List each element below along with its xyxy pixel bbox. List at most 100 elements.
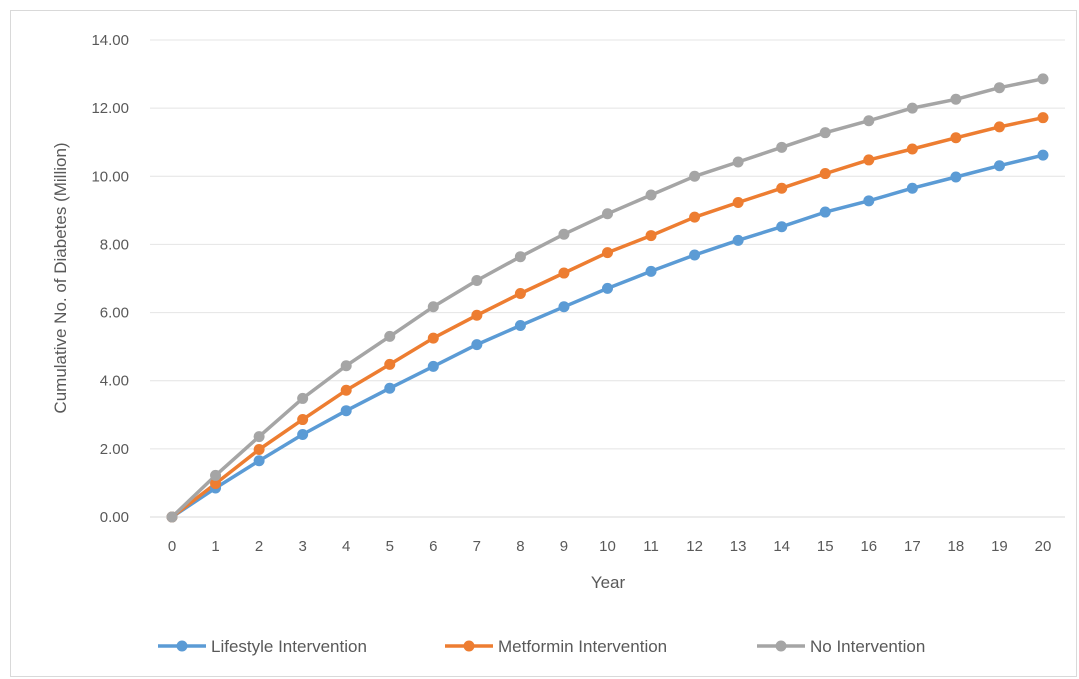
legend-label-no-intervention: No Intervention	[810, 637, 925, 656]
data-point-lifestyle-intervention	[819, 206, 831, 218]
x-tick-label: 20	[1035, 538, 1052, 555]
data-point-metformin-intervention	[253, 444, 265, 456]
data-point-metformin-intervention	[558, 267, 570, 279]
data-point-metformin-intervention	[819, 168, 831, 180]
data-point-metformin-intervention	[297, 414, 309, 426]
y-tick-labels: 0.00 2.00 4.00 6.00 8.00 10.00 12.00 14.00	[91, 32, 129, 526]
data-point-lifestyle-intervention	[776, 221, 788, 233]
data-point-lifestyle-intervention	[689, 249, 701, 261]
data-point-no-intervention	[558, 228, 570, 240]
x-tick-label: 8	[516, 538, 524, 555]
x-tick-label: 1	[211, 538, 219, 555]
data-point-lifestyle-intervention	[602, 282, 613, 294]
data-point-no-intervention	[863, 115, 875, 127]
data-point-metformin-intervention	[645, 230, 657, 242]
data-point-no-intervention	[1037, 73, 1049, 85]
legend-marker-metformin-intervention	[463, 640, 475, 652]
x-tick-label: 10	[599, 538, 616, 555]
y-tick-label: 12.00	[91, 100, 129, 117]
data-point-no-intervention	[427, 301, 439, 313]
data-point-no-intervention	[297, 392, 309, 404]
data-point-no-intervention	[776, 141, 788, 153]
y-tick-label: 8.00	[100, 236, 129, 253]
data-point-lifestyle-intervention	[514, 320, 526, 332]
data-point-metformin-intervention	[993, 121, 1005, 133]
data-point-lifestyle-intervention	[384, 382, 396, 394]
x-tick-label: 13	[730, 538, 747, 555]
data-point-lifestyle-intervention	[253, 455, 265, 467]
data-point-lifestyle-intervention	[993, 160, 1005, 172]
data-point-no-intervention	[384, 330, 396, 342]
x-tick-label: 5	[386, 538, 394, 555]
legend: Lifestyle Intervention Metformin Interven…	[158, 637, 925, 656]
data-point-metformin-intervention	[732, 197, 744, 209]
data-point-metformin-intervention	[210, 478, 222, 490]
x-tick-label: 11	[643, 538, 659, 555]
data-point-lifestyle-intervention	[558, 301, 570, 313]
x-tick-label: 18	[948, 538, 965, 555]
y-tick-label: 10.00	[91, 168, 129, 185]
data-point-metformin-intervention	[384, 358, 396, 370]
y-tick-label: 14.00	[91, 32, 129, 49]
data-point-metformin-intervention	[689, 211, 701, 223]
data-point-no-intervention	[993, 82, 1005, 94]
y-tick-label: 6.00	[100, 305, 129, 322]
y-tick-label: 2.00	[100, 441, 129, 458]
data-point-no-intervention	[514, 251, 526, 263]
data-point-lifestyle-intervention	[1037, 149, 1049, 161]
series-line-metformin-intervention	[170, 115, 1045, 519]
legend-label-lifestyle-intervention: Lifestyle Intervention	[211, 637, 367, 656]
data-point-lifestyle-intervention	[906, 182, 918, 194]
data-point-no-intervention	[253, 431, 265, 443]
x-tick-label: 0	[168, 538, 176, 555]
chart-frame	[10, 10, 1077, 677]
legend-label-metformin-intervention: Metformin Intervention	[498, 637, 667, 656]
data-point-metformin-intervention	[906, 143, 918, 155]
x-tick-label: 17	[904, 538, 921, 555]
x-tick-label: 12	[686, 538, 703, 555]
data-point-metformin-intervention	[514, 287, 526, 299]
x-tick-labels: 0 1 2 3 4 5 6 7 8 9 10 11 12 13 14 15 16 17 18 19 20	[168, 538, 1052, 555]
data-point-lifestyle-intervention	[732, 234, 744, 246]
data-point-no-intervention	[645, 189, 657, 201]
y-tick-label: 0.00	[100, 509, 129, 526]
data-point-lifestyle-intervention	[471, 339, 483, 351]
x-tick-label: 19	[991, 538, 1008, 555]
data-point-metformin-intervention	[863, 154, 875, 166]
data-point-no-intervention	[906, 102, 918, 114]
data-point-metformin-intervention	[950, 132, 962, 144]
data-point-metformin-intervention	[427, 332, 439, 344]
x-tick-label: 9	[560, 538, 568, 555]
data-point-lifestyle-intervention	[340, 405, 352, 417]
data-point-lifestyle-intervention	[950, 171, 962, 183]
y-tick-label: 4.00	[100, 373, 129, 390]
data-point-no-intervention	[732, 156, 744, 168]
legend-marker-lifestyle-intervention	[176, 640, 188, 652]
y-axis-title: Cumulative No. of Diabetes (Million)	[51, 142, 70, 413]
x-tick-label: 6	[429, 538, 437, 555]
x-tick-label: 7	[473, 538, 481, 555]
data-point-no-intervention	[210, 469, 222, 481]
x-tick-label: 3	[298, 538, 306, 555]
x-tick-label: 4	[342, 538, 350, 555]
x-axis-title: Year	[591, 573, 626, 592]
data-point-lifestyle-intervention	[427, 360, 439, 372]
data-point-no-intervention	[689, 170, 701, 182]
data-point-metformin-intervention	[602, 247, 613, 259]
data-point-metformin-intervention	[776, 182, 788, 194]
x-tick-label: 2	[255, 538, 263, 555]
series-group	[166, 73, 1049, 523]
data-point-no-intervention	[471, 275, 483, 287]
data-point-lifestyle-intervention	[645, 265, 657, 277]
data-point-no-intervention	[340, 360, 352, 372]
data-point-lifestyle-intervention	[297, 429, 309, 441]
data-point-metformin-intervention	[471, 309, 483, 321]
x-tick-label: 15	[817, 538, 834, 555]
data-point-no-intervention	[819, 127, 831, 139]
data-point-lifestyle-intervention	[863, 195, 875, 207]
data-point-metformin-intervention	[1037, 112, 1049, 124]
data-point-no-intervention	[950, 93, 962, 105]
x-tick-label: 16	[860, 538, 877, 555]
data-point-no-intervention	[602, 208, 613, 220]
